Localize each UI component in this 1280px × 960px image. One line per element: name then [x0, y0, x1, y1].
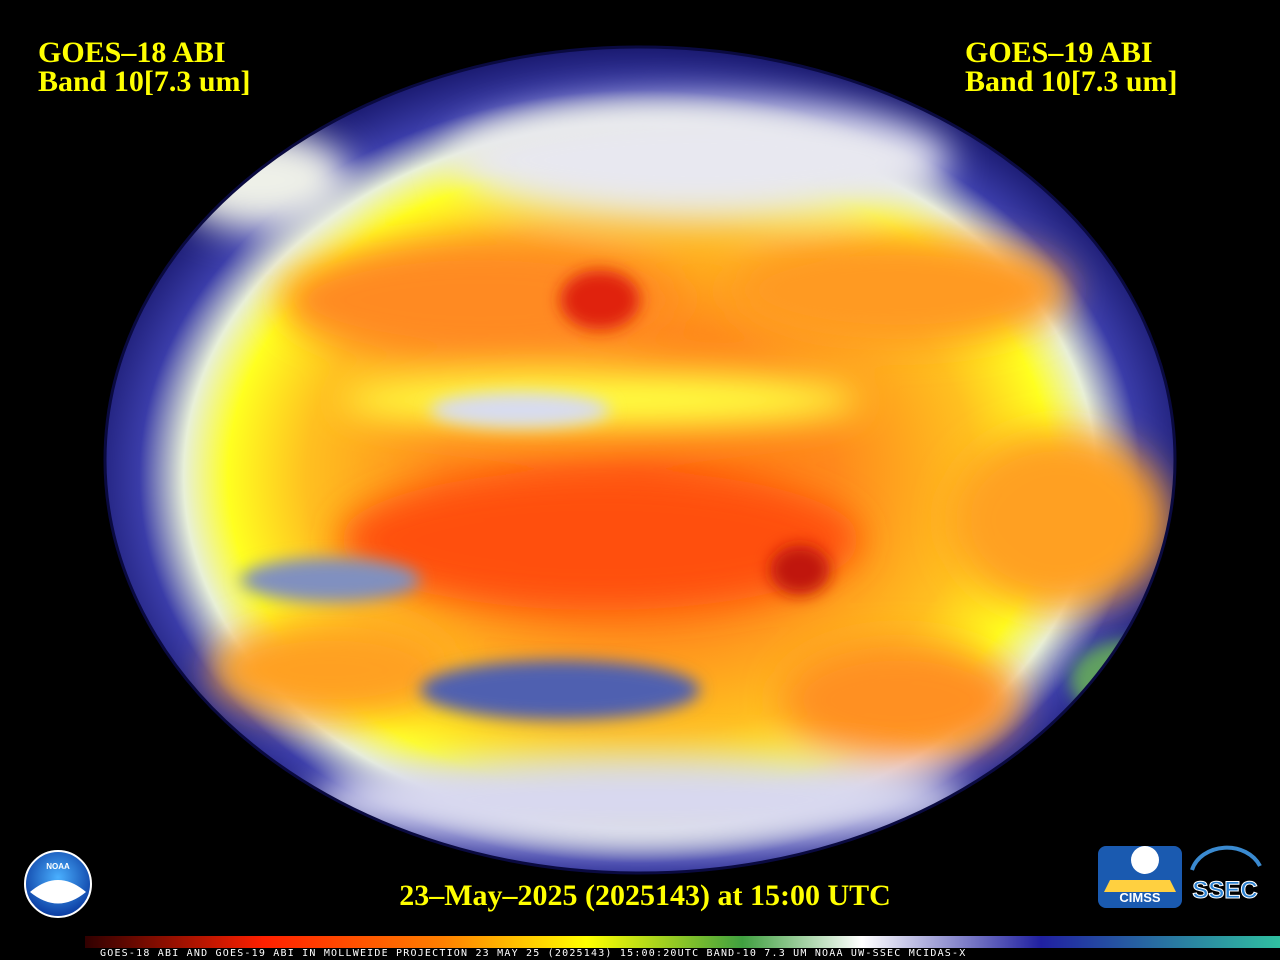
- noaa-logo: NOAA: [24, 850, 92, 918]
- cimss-text: CIMSS: [1119, 890, 1161, 905]
- timestamp: 23–May–2025 (2025143) at 15:00 UTC: [399, 879, 891, 912]
- right-band: Band 10[7.3 um]: [965, 65, 1178, 98]
- left-satellite: GOES–18 ABI: [38, 36, 226, 69]
- color-bar: [85, 936, 1280, 948]
- cimss-logo: CIMSS: [1098, 846, 1182, 908]
- right-satellite: GOES–19 ABI: [965, 36, 1153, 69]
- left-band: Band 10[7.3 um]: [38, 65, 251, 98]
- noaa-text: NOAA: [46, 862, 70, 871]
- ssec-logo: SSEC: [1190, 845, 1262, 905]
- globe: [105, 47, 1175, 873]
- footer-caption: GOES-18 ABI AND GOES-19 ABI IN MOLLWEIDE…: [100, 948, 966, 959]
- ssec-text: SSEC: [1192, 877, 1257, 904]
